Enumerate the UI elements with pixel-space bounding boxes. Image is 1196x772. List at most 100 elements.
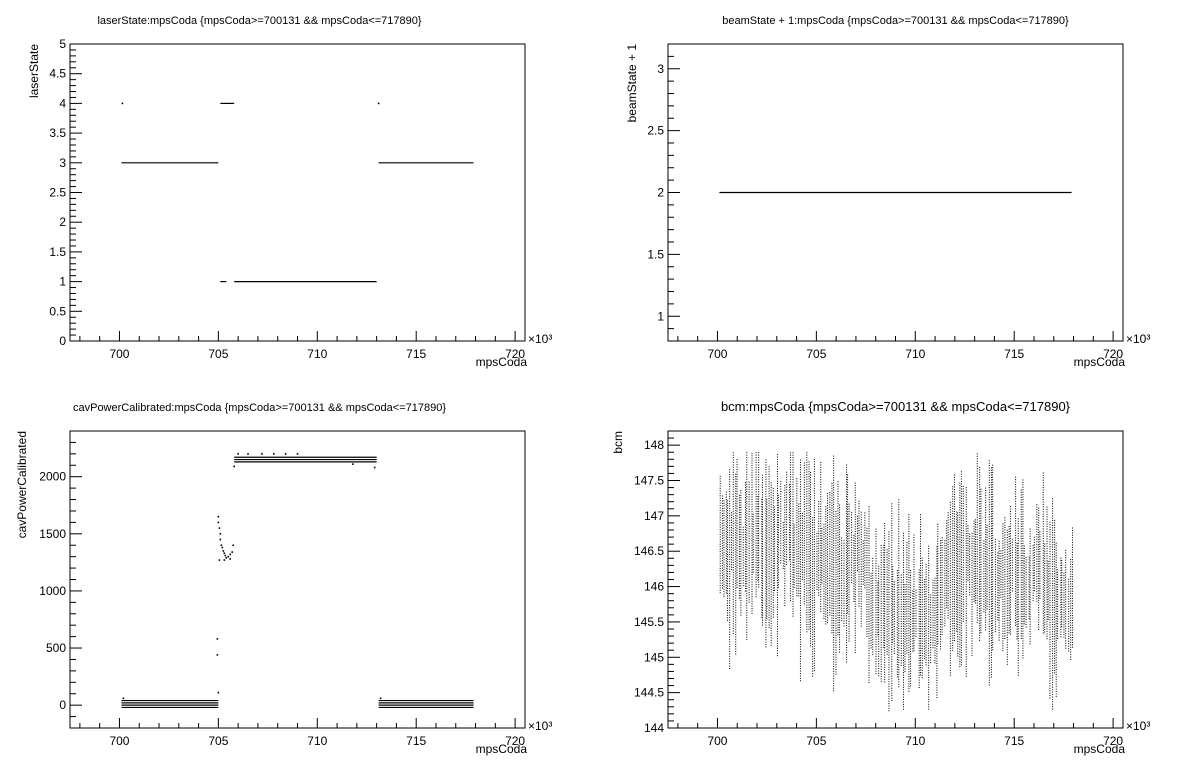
bcm-point — [761, 570, 763, 572]
bcm-point — [868, 616, 870, 618]
bcm-point — [858, 559, 860, 561]
bcm-point — [888, 698, 890, 700]
bcm-point — [789, 558, 791, 560]
bcm-point — [854, 492, 856, 494]
bcm-point — [721, 565, 723, 567]
bcm-point — [751, 608, 753, 610]
bcm-point — [888, 654, 890, 656]
bcm-point — [801, 554, 803, 556]
bcm-point — [732, 452, 734, 454]
bcm-point — [888, 644, 890, 646]
bcm-point — [896, 646, 898, 648]
bcm-point — [806, 498, 808, 500]
bcm-point — [848, 608, 850, 610]
bcm-point — [792, 466, 794, 468]
bcm-point — [854, 511, 856, 513]
bcm-point — [837, 537, 839, 539]
bcm-point — [748, 516, 750, 518]
bcm-point — [786, 481, 788, 483]
bcm-point — [740, 494, 742, 496]
bcm-point — [751, 559, 753, 561]
bcm-point — [735, 531, 737, 533]
bcm-point — [872, 641, 874, 643]
bcm-point — [735, 493, 737, 495]
bcm-point — [799, 600, 801, 602]
bcm-point — [829, 496, 831, 498]
bcm-point — [886, 611, 888, 613]
bcm-point — [839, 612, 841, 614]
bcm-point — [810, 503, 812, 505]
bcm-point — [772, 519, 774, 521]
bcm-point — [803, 479, 805, 481]
bcm-point — [886, 574, 888, 576]
bcm-point — [892, 631, 894, 633]
bcm-point — [766, 518, 768, 520]
bcm-point — [761, 543, 763, 545]
bcm-point — [847, 565, 849, 567]
bcm-point — [858, 590, 860, 592]
bcm-point — [854, 613, 856, 615]
bcm-point — [768, 536, 770, 538]
bcm-point — [821, 579, 823, 581]
bcm-point — [875, 636, 877, 638]
bcm-point — [786, 546, 788, 548]
bcm-point — [729, 476, 731, 478]
x-tick-label: 715 — [1004, 734, 1024, 748]
bcm-point — [766, 589, 768, 591]
bcm-point — [858, 529, 860, 531]
bcm-point — [784, 563, 786, 565]
bcm-point — [772, 541, 774, 543]
bcm-point — [837, 500, 839, 502]
bcm-point — [786, 539, 788, 541]
bcm-point — [880, 591, 882, 593]
bcm-point — [853, 537, 855, 539]
bcm-point — [723, 527, 725, 529]
bcm-point — [770, 584, 772, 586]
bcm-point — [812, 570, 814, 572]
bcm-point — [864, 537, 866, 539]
bcm-point — [792, 459, 794, 461]
bcm-point — [803, 518, 805, 520]
bcm-point — [799, 469, 801, 471]
x-tick-label: 715 — [1004, 347, 1024, 361]
bcm-point — [726, 614, 728, 616]
bcm-point — [846, 547, 848, 549]
bcm-point — [831, 546, 833, 548]
bcm-point — [896, 607, 898, 609]
bcm-point — [751, 513, 753, 515]
bcm-point — [803, 574, 805, 576]
bcm-point — [757, 508, 759, 510]
bcm-point — [833, 668, 835, 670]
bcm-point — [751, 486, 753, 488]
bcm-point — [784, 575, 786, 577]
bcm-point — [891, 607, 893, 609]
bcm-point — [748, 555, 750, 557]
bcm-point — [776, 645, 778, 647]
bcm-point — [808, 572, 810, 574]
bcm-point — [888, 618, 890, 620]
bcm-point — [789, 590, 791, 592]
bcm-point — [858, 534, 860, 536]
bcm-point — [821, 577, 823, 579]
y-tick-label: 1 — [59, 275, 66, 289]
bcm-point — [808, 594, 810, 596]
bcm-point — [820, 571, 822, 573]
bcm-point — [858, 500, 860, 502]
bcm-point — [799, 493, 801, 495]
bcm-point — [803, 469, 805, 471]
bcm-point — [765, 464, 767, 466]
bcm-point — [868, 674, 870, 676]
bcm-point — [854, 589, 856, 591]
bcm-point — [746, 590, 748, 592]
bcm-point — [784, 516, 786, 518]
bcm-point — [755, 569, 757, 571]
bcm-point — [748, 506, 750, 508]
bcm-point — [891, 571, 893, 573]
bcm-point — [799, 476, 801, 478]
bcm-point — [810, 506, 812, 508]
bcm-point — [776, 640, 778, 642]
bcm-point — [886, 618, 888, 620]
bcm-point — [857, 535, 859, 537]
bcm-point — [886, 589, 888, 591]
bcm-point — [742, 531, 744, 533]
